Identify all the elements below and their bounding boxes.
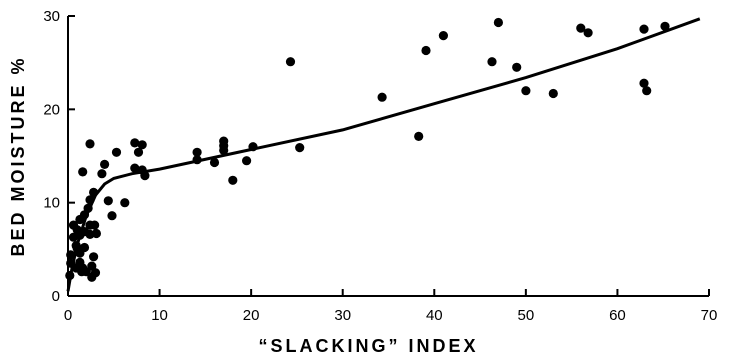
x-tick-label: 10 <box>151 307 168 324</box>
data-point <box>642 86 652 96</box>
data-point <box>583 28 593 38</box>
data-point <box>90 220 100 230</box>
data-point <box>192 155 202 165</box>
data-point <box>107 211 117 221</box>
data-point <box>421 45 431 56</box>
data-point <box>83 203 93 213</box>
x-tick-label: 40 <box>426 307 443 324</box>
data-point <box>548 88 558 99</box>
y-tick-label: 30 <box>43 8 60 25</box>
data-points <box>65 17 670 282</box>
data-point <box>133 147 144 157</box>
data-point <box>89 252 99 262</box>
x-tick-label: 60 <box>609 307 626 324</box>
data-point <box>242 156 252 166</box>
x-tick-label: 20 <box>243 307 260 324</box>
data-point <box>130 163 140 173</box>
data-point <box>576 23 586 33</box>
x-tick-label: 30 <box>334 307 351 324</box>
y-axis-label: BED MOISTURE % <box>8 55 28 256</box>
data-point <box>192 147 202 157</box>
x-tick-label: 70 <box>701 307 718 324</box>
tick-labels: 0 10 20 30 40 50 60 70 0 10 20 30 <box>43 8 717 324</box>
data-point <box>97 169 107 179</box>
fit-curve <box>66 17 701 292</box>
data-point <box>660 21 670 31</box>
data-point <box>85 139 95 149</box>
x-axis-label: “SLACKING” INDEX <box>258 336 478 356</box>
data-point <box>295 143 305 153</box>
data-point <box>248 142 258 152</box>
data-point <box>91 228 101 239</box>
data-point <box>65 270 75 281</box>
data-point <box>639 24 649 34</box>
ticks <box>67 15 710 297</box>
data-point <box>285 57 296 67</box>
data-point <box>493 17 503 28</box>
data-point <box>209 157 220 168</box>
data-point <box>137 140 147 150</box>
data-point <box>414 131 424 141</box>
data-point <box>521 86 531 96</box>
x-tick-label: 50 <box>518 307 535 324</box>
data-point <box>228 175 238 185</box>
data-point <box>89 187 99 197</box>
y-tick-label: 20 <box>43 101 60 118</box>
data-point <box>438 30 448 41</box>
y-tick-label: 0 <box>52 288 60 305</box>
data-point <box>512 62 522 72</box>
data-point <box>639 78 649 88</box>
data-point <box>140 171 150 181</box>
data-point <box>120 198 130 208</box>
data-point <box>103 196 113 206</box>
data-point <box>130 138 140 148</box>
data-point <box>219 145 229 155</box>
data-point <box>85 195 95 205</box>
data-point <box>111 147 122 157</box>
axes <box>67 16 709 297</box>
data-point <box>377 92 387 102</box>
data-point <box>66 250 76 260</box>
data-point <box>100 159 110 169</box>
y-tick-label: 10 <box>43 195 60 212</box>
x-tick-label: 0 <box>64 307 72 324</box>
data-point <box>79 242 90 253</box>
data-point <box>78 167 88 177</box>
data-point <box>487 57 497 67</box>
data-point <box>90 268 101 278</box>
